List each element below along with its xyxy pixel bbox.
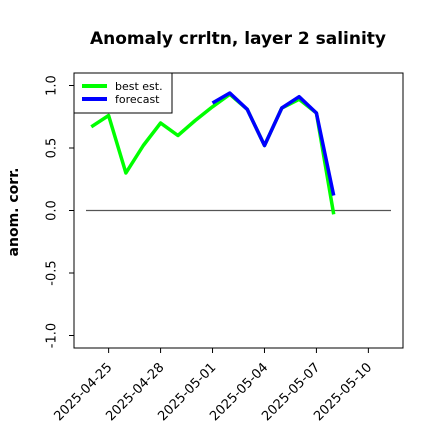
y-tick-label: 0.5 — [45, 138, 60, 159]
y-tick-label: -0.5 — [45, 260, 60, 285]
legend-label: best est. — [115, 80, 163, 93]
y-tick-label: 1.0 — [45, 75, 60, 96]
legend-box — [73, 72, 173, 114]
y-axis-label: anom. corr. — [6, 168, 22, 257]
legend-label: forecast — [115, 93, 160, 106]
y-tick-label: -1.0 — [45, 323, 60, 348]
series-line-forecast — [211, 91, 336, 196]
y-tick-label: 0.0 — [45, 200, 60, 221]
legend: best est.forecast — [73, 72, 173, 114]
plot-area: 1.00.50.0-0.5-1.02025-04-252025-04-28202… — [45, 72, 404, 424]
chart-title: Anomaly crrltn, layer 2 salinity — [90, 29, 386, 49]
